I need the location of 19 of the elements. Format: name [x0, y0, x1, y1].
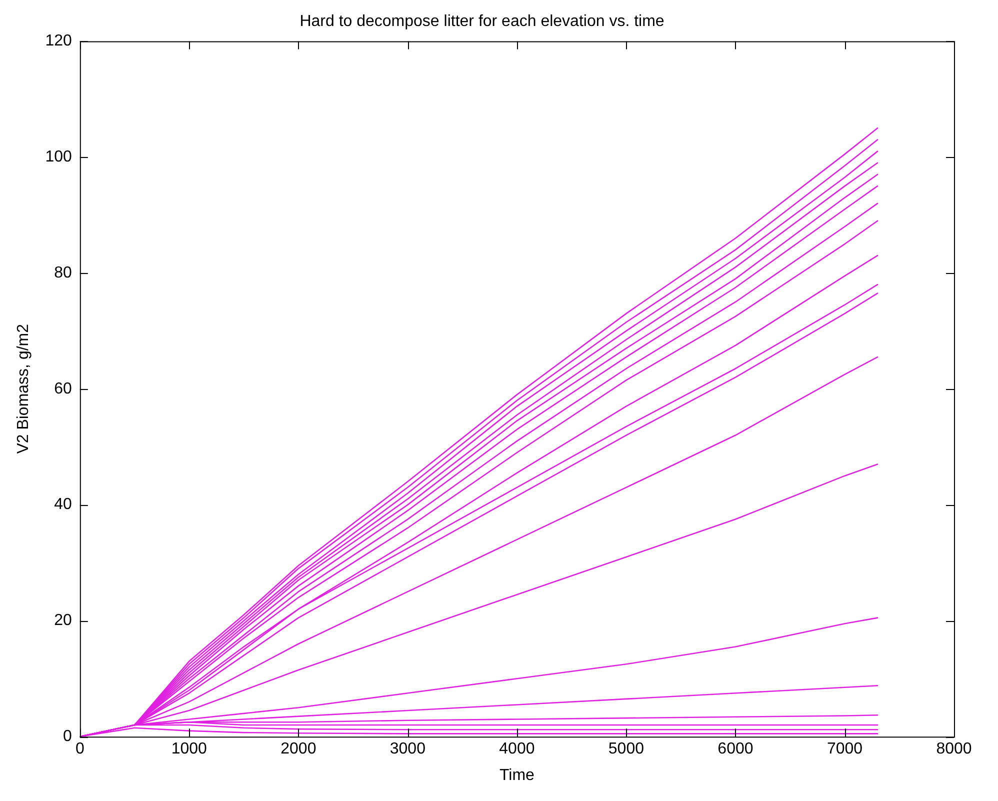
- y-tick-label: 40: [54, 496, 72, 514]
- x-tick-label: 4000: [499, 740, 535, 758]
- y-tick-label: 0: [62, 728, 72, 746]
- x-tick-label: 0: [75, 740, 84, 758]
- x-tick-label: 5000: [608, 740, 644, 758]
- y-tick-label: 100: [45, 148, 72, 166]
- y-tick-label: 120: [45, 32, 72, 50]
- x-tick-label: 3000: [390, 740, 426, 758]
- y-axis-title: V2 Biomass, g/m2: [15, 324, 32, 454]
- y-tick-label: 20: [54, 612, 72, 630]
- x-tick-label: 8000: [936, 740, 972, 758]
- x-tick-label: 6000: [718, 740, 754, 758]
- x-axis-title: Time: [499, 766, 535, 784]
- y-tick-label: 60: [54, 380, 72, 398]
- chart-title: Hard to decompose litter for each elevation vs. time: [300, 13, 664, 30]
- y-tick-label: 80: [54, 264, 72, 282]
- x-tick-label: 2000: [280, 740, 316, 758]
- x-tick-label: 1000: [171, 740, 208, 758]
- x-tick-label: 7000: [826, 740, 863, 758]
